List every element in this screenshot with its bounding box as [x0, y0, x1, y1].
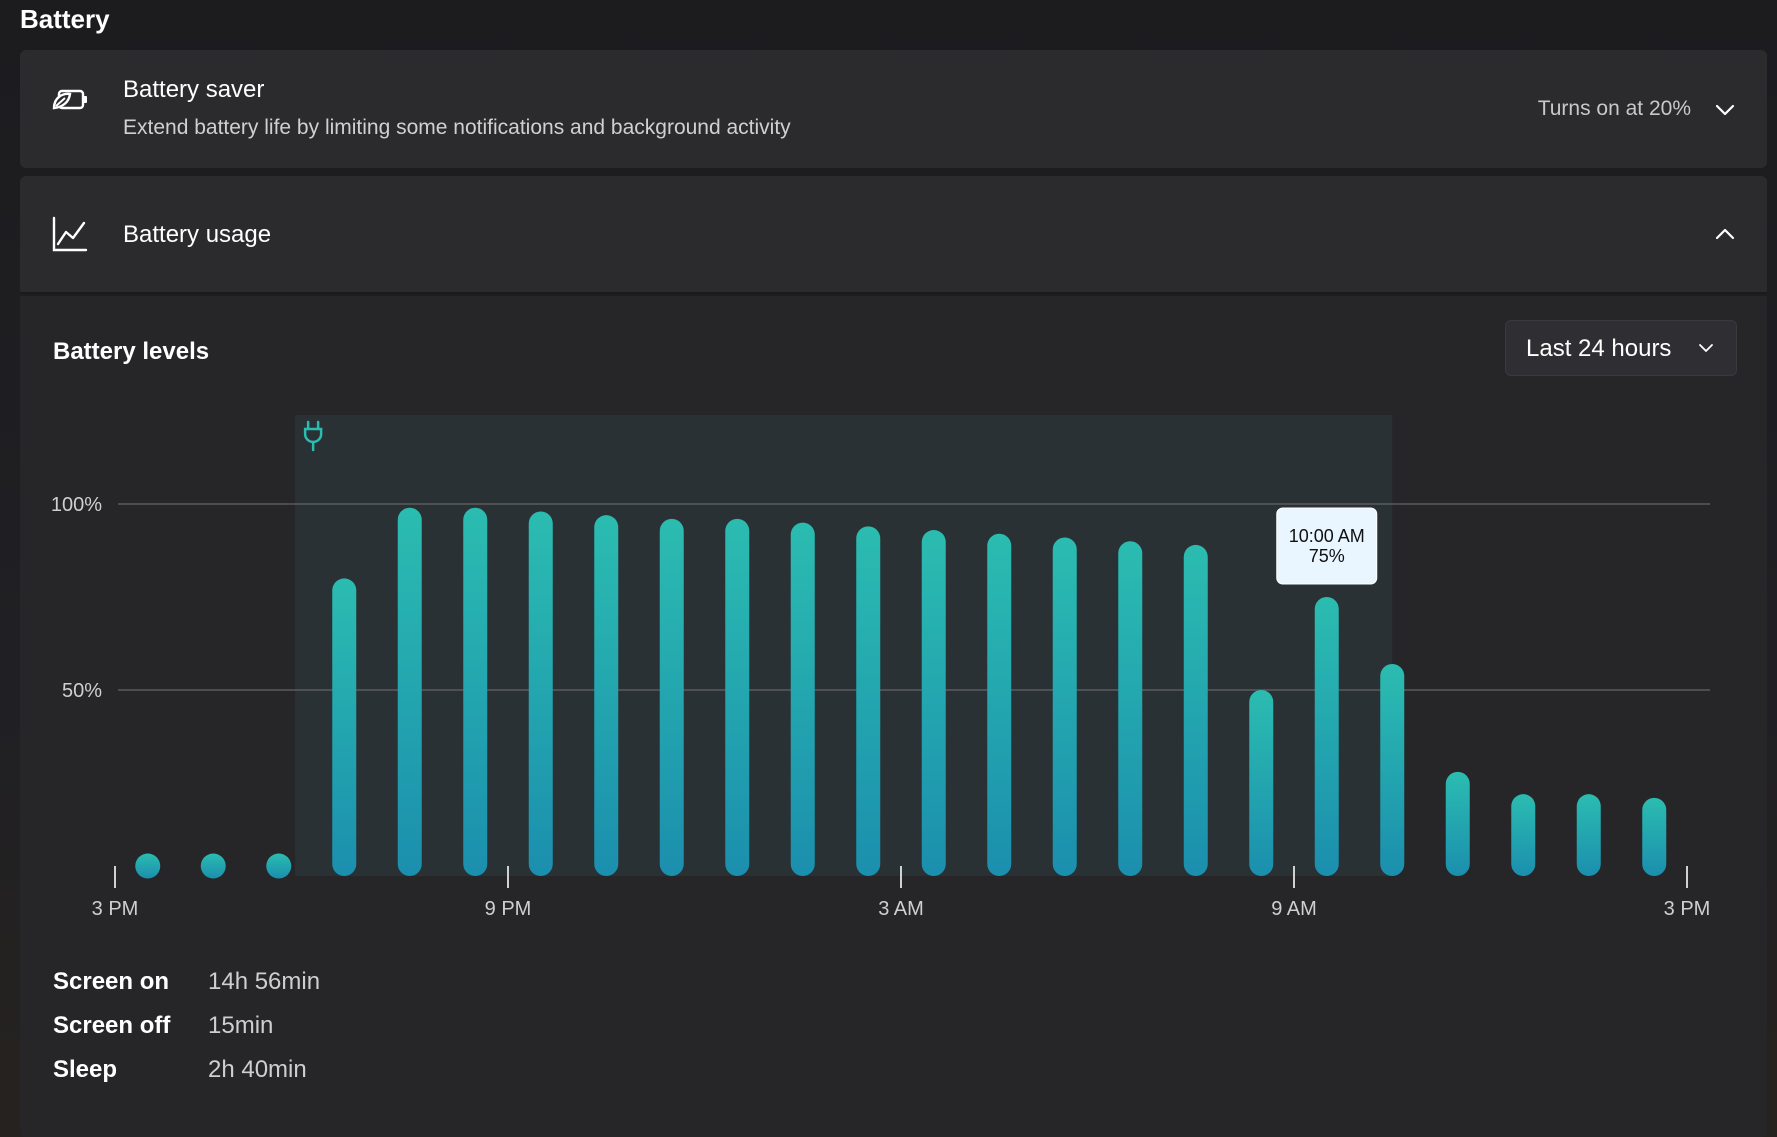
chevron-down-icon [1699, 344, 1713, 352]
battery-bar[interactable] [790, 522, 815, 876]
battery-bar[interactable] [1249, 690, 1274, 876]
time-range-dropdown[interactable]: Last 24 hours [1505, 320, 1737, 376]
x-tick-label: 3 AM [878, 898, 924, 920]
battery-usage-title: Battery usage [123, 221, 272, 248]
battery-bar[interactable] [528, 511, 553, 876]
battery-bar[interactable] [659, 518, 684, 876]
stat-value: 2h 40min [208, 1056, 307, 1083]
stat-label: Screen on [53, 968, 170, 995]
chevron-down-icon[interactable] [1711, 96, 1739, 124]
battery-saver-leaf-icon [52, 89, 87, 110]
battery-bar[interactable] [1576, 794, 1601, 876]
battery-bar[interactable] [1642, 797, 1667, 876]
stat-value: 15min [208, 1012, 274, 1039]
chevron-up-icon[interactable] [1711, 220, 1739, 248]
battery-bar[interactable] [397, 507, 422, 876]
page-title: Battery [20, 4, 110, 34]
battery-levels-title: Battery levels [53, 338, 210, 365]
battery-saver-description: Extend battery life by limiting some not… [123, 116, 791, 139]
x-tick-label: 3 PM [1664, 898, 1711, 920]
bar-dot[interactable] [200, 853, 226, 879]
tooltip-value: 75% [1309, 546, 1345, 566]
battery-bar[interactable] [1052, 537, 1077, 876]
battery-bar[interactable] [463, 507, 488, 876]
stat-sleep: Sleep 2h 40min [53, 1056, 553, 1090]
battery-usage-panel: Battery levels Last 24 hours 100% 50% 3 P… [20, 296, 1767, 1137]
time-range-selected: Last 24 hours [1526, 335, 1672, 362]
stat-screen-on: Screen on 14h 56min [53, 968, 553, 1002]
x-tick-label: 9 AM [1271, 898, 1317, 920]
tooltip-time: 10:00 AM [1289, 526, 1365, 546]
y-tick-label: 50% [62, 680, 102, 702]
battery-bar[interactable] [1380, 663, 1405, 876]
battery-bar[interactable] [594, 515, 619, 876]
battery-bar[interactable] [1445, 771, 1470, 876]
battery-bar[interactable] [921, 530, 946, 876]
line-chart-icon [52, 216, 88, 252]
battery-bar[interactable] [856, 526, 881, 876]
x-tick-label: 3 PM [92, 898, 139, 920]
battery-bar[interactable] [1511, 794, 1536, 876]
battery-bar[interactable] [725, 518, 750, 876]
stat-value: 14h 56min [208, 968, 321, 995]
battery-bar[interactable] [987, 533, 1012, 876]
stat-label: Screen off [53, 1012, 171, 1039]
battery-saver-title: Battery saver [123, 76, 265, 103]
battery-bar[interactable] [1118, 541, 1143, 876]
bar-dot[interactable] [135, 853, 161, 879]
stat-screen-off: Screen off 15min [53, 1012, 553, 1046]
y-tick-label: 100% [51, 494, 102, 516]
battery-bar[interactable] [1183, 544, 1208, 876]
stat-label: Sleep [53, 1056, 118, 1083]
plug-icon [303, 420, 323, 452]
battery-bar[interactable] [332, 578, 357, 876]
battery-saver-row[interactable]: Battery saver Extend battery life by lim… [20, 50, 1767, 168]
x-tick-label: 9 PM [485, 898, 532, 920]
battery-usage-row[interactable]: Battery usage [20, 176, 1767, 294]
bar-dot[interactable] [266, 853, 292, 879]
charging-period-region [295, 415, 1393, 876]
battery-bar[interactable] [1314, 597, 1339, 876]
battery-saver-status: Turns on at 20% [1537, 97, 1691, 120]
